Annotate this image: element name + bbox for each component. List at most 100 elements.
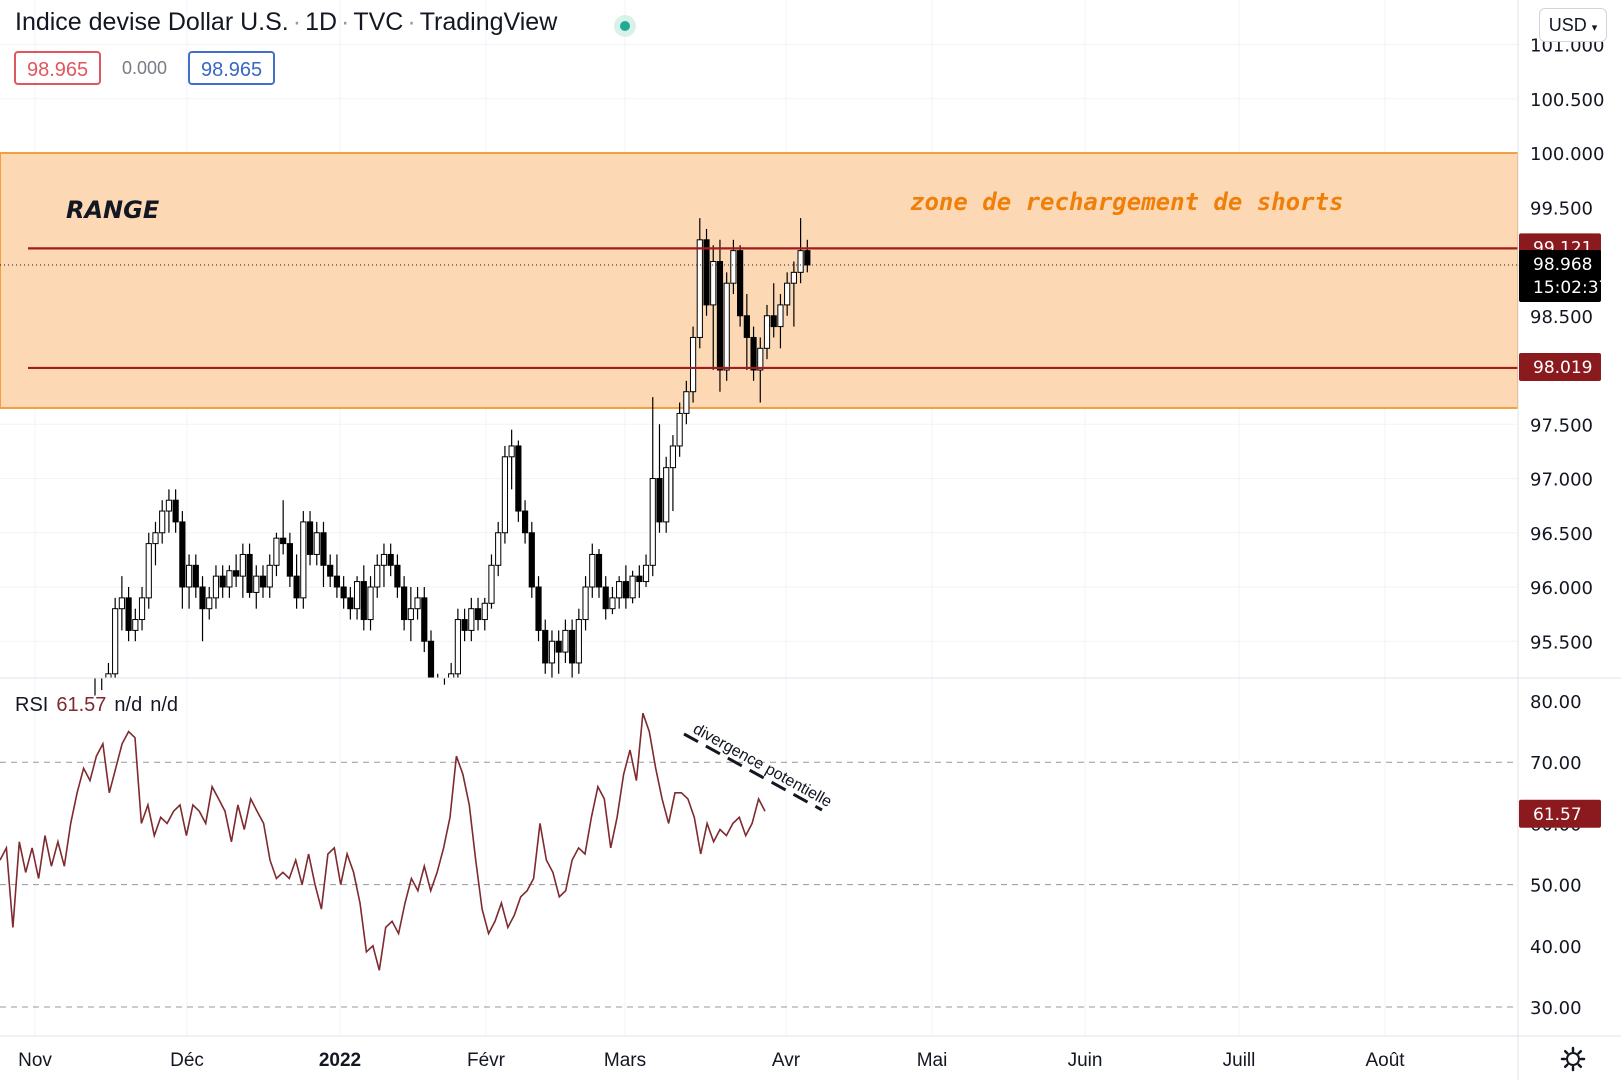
candle-body xyxy=(367,586,374,621)
candle-body xyxy=(663,467,670,523)
candle xyxy=(656,424,663,533)
price-axis-ticks: 101.000100.500100.00099.50099.00098.5009… xyxy=(1530,36,1604,654)
candle-body xyxy=(521,510,529,534)
candle xyxy=(152,521,159,566)
rsi-last-tag-text: 61.57 xyxy=(1533,805,1582,825)
candle-body xyxy=(629,575,636,599)
currency-selector[interactable]: USD ▾ xyxy=(1539,8,1607,42)
support-tag-text: 98.019 xyxy=(1533,358,1592,378)
candle xyxy=(394,554,401,598)
candle-body xyxy=(797,250,804,273)
candle-body xyxy=(515,445,522,512)
candle-body xyxy=(481,602,488,621)
currency-label: USD xyxy=(1548,15,1587,35)
candle-body xyxy=(320,532,327,566)
candle xyxy=(784,272,791,316)
candle xyxy=(737,245,744,327)
interval[interactable]: 1D xyxy=(305,8,338,36)
last-price-tag-bg xyxy=(1519,249,1601,302)
candle-body xyxy=(165,499,173,512)
time-tick: Juill xyxy=(1223,1050,1256,1071)
candle xyxy=(521,500,529,544)
candle-body xyxy=(703,239,710,306)
candle xyxy=(716,239,724,392)
rsi-last-tag: 61.57 xyxy=(1519,799,1601,828)
candle-body xyxy=(159,510,166,534)
candle-body xyxy=(407,608,414,621)
candle xyxy=(555,630,562,674)
candle xyxy=(689,326,697,403)
price-tick: 99.500 xyxy=(1530,198,1593,219)
candle xyxy=(125,587,132,642)
candle-body xyxy=(569,629,576,664)
candle-body xyxy=(353,581,361,610)
candle-body xyxy=(306,521,314,555)
rsi-legend[interactable]: RSI 61.57 n/d n/d xyxy=(15,694,178,717)
candle xyxy=(353,576,361,620)
candle xyxy=(696,218,703,349)
candle-body xyxy=(609,597,616,610)
candle-body xyxy=(743,315,750,338)
price-tick: 97.000 xyxy=(1530,470,1593,491)
candle xyxy=(360,565,367,631)
candle-body xyxy=(112,608,119,675)
candle-body xyxy=(280,537,287,545)
candle xyxy=(636,565,643,598)
divergence-line xyxy=(683,732,823,812)
rsi-title: RSI xyxy=(15,694,49,716)
candle xyxy=(333,554,341,598)
candle-body xyxy=(575,619,582,664)
candle xyxy=(676,402,683,457)
candle-body xyxy=(427,640,435,679)
candle xyxy=(293,554,300,609)
divergence-label: divergence potentielle xyxy=(690,721,834,811)
candle-body xyxy=(676,412,683,447)
candle-body xyxy=(508,445,515,458)
candle xyxy=(233,554,240,587)
candle-body xyxy=(132,619,139,631)
candle xyxy=(145,532,152,609)
time-tick: Juin xyxy=(1068,1050,1103,1071)
candle-body xyxy=(689,336,697,393)
candle xyxy=(380,543,388,587)
candle-body xyxy=(219,575,226,588)
candle xyxy=(273,532,280,577)
rsi-value: 61.57 xyxy=(56,694,107,716)
candle-body xyxy=(125,597,132,631)
candle xyxy=(508,429,515,490)
candle-body xyxy=(784,282,791,306)
ask-price[interactable]: 98.965 xyxy=(188,51,276,85)
candle xyxy=(138,587,146,631)
candle-body xyxy=(528,532,535,588)
candle xyxy=(663,456,670,533)
candle xyxy=(528,521,535,598)
candle-body xyxy=(259,575,267,588)
bid-price[interactable]: 98.965 xyxy=(14,51,102,85)
rsi-tick: 50.00 xyxy=(1530,876,1582,897)
candle xyxy=(320,521,327,587)
candle-body xyxy=(723,282,730,371)
candle xyxy=(562,619,569,663)
market-status-icon[interactable] xyxy=(614,15,636,37)
candle-body xyxy=(582,586,589,621)
symbol-name[interactable]: Indice devise Dollar U.S. xyxy=(15,8,289,36)
candle-body xyxy=(616,581,623,599)
candle xyxy=(266,554,273,598)
candle-body xyxy=(454,619,461,675)
price-axis[interactable] xyxy=(1518,0,1621,1080)
candle-body xyxy=(340,586,347,599)
candle xyxy=(206,587,213,620)
divergence-annotation[interactable]: divergence potentielle xyxy=(683,721,835,812)
candle-body xyxy=(649,478,656,566)
candle xyxy=(777,294,784,349)
settings-gear-icon[interactable] xyxy=(1560,1046,1586,1072)
candle xyxy=(219,565,226,598)
candle xyxy=(595,549,603,598)
candle xyxy=(797,218,804,284)
candle-body xyxy=(333,575,341,588)
candle-body xyxy=(595,553,603,588)
rsi-na-1: n/d xyxy=(114,694,143,716)
time-axis-ticks: Nov Déc 2022 Févr Mars Avr Mai Juin Juill Août xyxy=(18,1050,1405,1071)
candle-body xyxy=(730,250,737,284)
